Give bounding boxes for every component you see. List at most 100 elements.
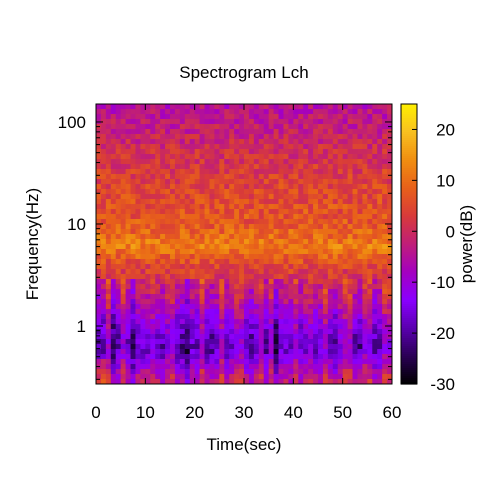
- heatmap-cell: [174, 249, 181, 255]
- heatmap-cell: [303, 114, 309, 120]
- heatmap-cell: [372, 139, 378, 145]
- heatmap-cell: [135, 144, 141, 150]
- heatmap-cell: [160, 354, 166, 360]
- heatmap-cell: [258, 184, 265, 190]
- heatmap-cell: [244, 349, 250, 355]
- heatmap-cell: [372, 304, 378, 310]
- heatmap-cell: [234, 374, 240, 380]
- heatmap-cell: [313, 174, 319, 180]
- heatmap-cell: [165, 274, 171, 280]
- heatmap-cell: [318, 204, 324, 210]
- heatmap-cell: [273, 179, 280, 185]
- heatmap-cell: [160, 324, 166, 330]
- heatmap-cell: [204, 244, 211, 250]
- heatmap-cell: [214, 149, 220, 155]
- heatmap-cell: [263, 324, 270, 330]
- heatmap-cell: [204, 324, 211, 330]
- heatmap-cell: [278, 284, 285, 290]
- heatmap-cell: [105, 189, 112, 195]
- heatmap-cell: [303, 209, 309, 215]
- heatmap-cell: [352, 189, 359, 195]
- heatmap-cell: [283, 274, 289, 280]
- heatmap-cell: [367, 349, 373, 355]
- heatmap-cell: [199, 159, 206, 165]
- heatmap-cell: [214, 349, 220, 355]
- heatmap-cell: [100, 374, 107, 380]
- heatmap-cell: [288, 274, 294, 280]
- heatmap-cell: [293, 294, 299, 300]
- heatmap-cell: [100, 199, 107, 205]
- heatmap-cell: [120, 234, 127, 240]
- heatmap-cell: [308, 369, 314, 375]
- heatmap-cell: [179, 284, 186, 290]
- heatmap-cell: [263, 304, 270, 310]
- heatmap-cell: [362, 174, 368, 180]
- heatmap-cell: [120, 219, 127, 225]
- heatmap-cell: [382, 359, 388, 365]
- colorbar-tick-label: -30: [430, 375, 455, 394]
- heatmap-cell: [209, 264, 215, 270]
- heatmap-cell: [332, 319, 339, 325]
- heatmap-cell: [308, 259, 314, 265]
- heatmap-cell: [342, 199, 349, 205]
- heatmap-cell: [347, 254, 354, 260]
- heatmap-cell: [115, 314, 122, 320]
- heatmap-cell: [387, 344, 392, 350]
- heatmap-cell: [155, 349, 161, 355]
- heatmap-cell: [382, 354, 388, 360]
- heatmap-cell: [170, 219, 176, 225]
- heatmap-cell: [253, 114, 260, 120]
- heatmap-cell: [263, 364, 270, 370]
- heatmap-cell: [160, 344, 166, 350]
- heatmap-cell: [253, 129, 260, 135]
- heatmap-cell: [347, 339, 354, 345]
- heatmap-cell: [253, 309, 260, 315]
- heatmap-cell: [229, 294, 235, 300]
- heatmap-cell: [362, 299, 368, 305]
- heatmap-cell: [115, 144, 122, 150]
- heatmap-cell: [263, 259, 270, 265]
- heatmap-cell: [145, 244, 151, 250]
- heatmap-cell: [145, 299, 151, 305]
- heatmap-cell: [342, 224, 349, 230]
- heatmap-cell: [209, 194, 215, 200]
- heatmap-cell: [209, 344, 215, 350]
- heatmap-cell: [283, 299, 289, 305]
- heatmap-cell: [155, 284, 161, 290]
- heatmap-cell: [120, 279, 127, 285]
- heatmap-cell: [342, 139, 349, 145]
- heatmap-cell: [96, 309, 102, 315]
- heatmap-cell: [367, 239, 373, 245]
- heatmap-cell: [278, 154, 285, 160]
- heatmap-cell: [170, 239, 176, 245]
- heatmap-cell: [234, 289, 240, 295]
- heatmap-cell: [332, 314, 339, 320]
- heatmap-cell: [347, 374, 354, 380]
- heatmap-cell: [239, 354, 245, 360]
- heatmap-cell: [253, 179, 260, 185]
- heatmap-cell: [332, 279, 339, 285]
- heatmap-cell: [219, 154, 225, 160]
- heatmap-cell: [229, 214, 235, 220]
- heatmap-cell: [96, 239, 102, 245]
- heatmap-cell: [318, 209, 324, 215]
- heatmap-cell: [362, 214, 368, 220]
- heatmap-cell: [174, 149, 181, 155]
- heatmap-cell: [352, 239, 359, 245]
- heatmap-cell: [135, 164, 141, 170]
- heatmap-cell: [189, 314, 196, 320]
- heatmap-cell: [367, 259, 373, 265]
- heatmap-cell: [278, 209, 285, 215]
- colorbar-segment: [401, 332, 417, 335]
- heatmap-cell: [150, 254, 156, 260]
- heatmap-cell: [263, 104, 270, 110]
- heatmap-cell: [105, 234, 112, 240]
- heatmap-cell: [239, 329, 245, 335]
- heatmap-cell: [130, 289, 137, 295]
- heatmap-cell: [382, 224, 388, 230]
- heatmap-cell: [165, 314, 171, 320]
- heatmap-cell: [155, 304, 161, 310]
- heatmap-cell: [189, 179, 196, 185]
- heatmap-cell: [263, 209, 270, 215]
- heatmap-cell: [194, 299, 201, 305]
